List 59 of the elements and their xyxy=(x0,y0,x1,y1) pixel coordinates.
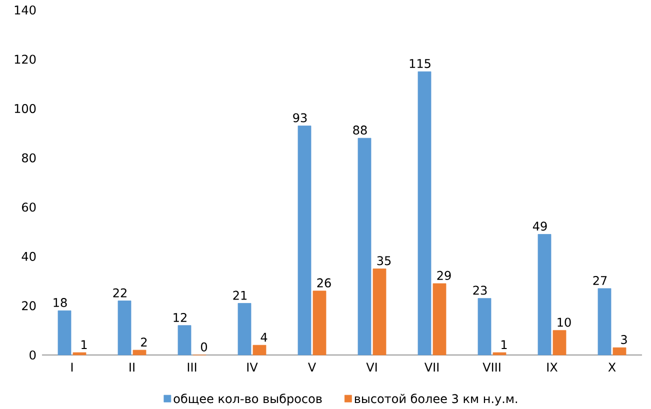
y-tick-label: 40 xyxy=(22,252,36,262)
bar xyxy=(598,288,612,356)
bar xyxy=(58,310,72,356)
y-tick-label: 60 xyxy=(22,202,36,212)
data-label: 1 xyxy=(82,340,87,350)
data-label: 88 xyxy=(353,126,367,135)
y-tick-label: 80 xyxy=(22,154,36,163)
data-label: 21 xyxy=(233,291,247,300)
bar xyxy=(178,325,192,356)
data-label: 1 xyxy=(502,340,507,350)
bar xyxy=(552,330,566,356)
x-tick-label: V xyxy=(308,363,316,372)
data-label: 27 xyxy=(593,276,607,286)
bar xyxy=(312,290,326,356)
data-label: 26 xyxy=(317,278,331,288)
bar xyxy=(238,303,252,356)
x-tick-label: I xyxy=(71,363,73,372)
data-label: 18 xyxy=(54,298,67,308)
data-label: 115 xyxy=(410,59,430,68)
y-tick-label: 100 xyxy=(14,104,36,114)
data-label: 12 xyxy=(174,313,186,322)
data-label: 23 xyxy=(473,286,487,296)
x-tick-label: IV xyxy=(247,363,258,372)
bar xyxy=(432,284,446,356)
y-tick-label: 120 xyxy=(14,54,36,64)
bar xyxy=(492,352,506,356)
y-tick-label: 0 xyxy=(30,350,36,360)
x-tick-label: VII xyxy=(424,363,438,372)
legend-label: общее кол-во выбросов xyxy=(174,394,322,406)
y-tick-label: 140 xyxy=(14,6,36,15)
data-label: 2 xyxy=(141,338,147,347)
x-tick-label: X xyxy=(608,363,616,372)
data-label: 29 xyxy=(437,271,451,280)
legend-label: высотой более 3 км н.у.м. xyxy=(354,394,518,406)
data-label: 35 xyxy=(377,256,391,266)
x-tick-label: VI xyxy=(366,363,377,372)
x-tick-label: III xyxy=(188,363,196,372)
data-label: 4 xyxy=(260,333,268,342)
bar xyxy=(538,234,552,356)
bar xyxy=(372,268,386,356)
bar xyxy=(418,72,432,356)
data-label: 93 xyxy=(293,113,307,123)
bar xyxy=(478,298,492,356)
bar xyxy=(358,138,372,356)
bar xyxy=(612,348,626,356)
data-label: 0 xyxy=(200,342,208,352)
x-tick-label: IX xyxy=(547,363,558,372)
data-label: 10 xyxy=(558,318,571,328)
data-label: 49 xyxy=(532,222,547,231)
data-label: 22 xyxy=(113,288,126,298)
y-tick-label: 20 xyxy=(22,301,36,310)
bar xyxy=(298,126,312,356)
bar xyxy=(72,352,86,356)
bar xyxy=(252,345,266,356)
x-tick-label: VIII xyxy=(482,363,500,372)
bar xyxy=(118,300,132,356)
x-tick-label: II xyxy=(130,363,134,372)
bar xyxy=(132,350,146,356)
data-label: 3 xyxy=(621,335,627,344)
